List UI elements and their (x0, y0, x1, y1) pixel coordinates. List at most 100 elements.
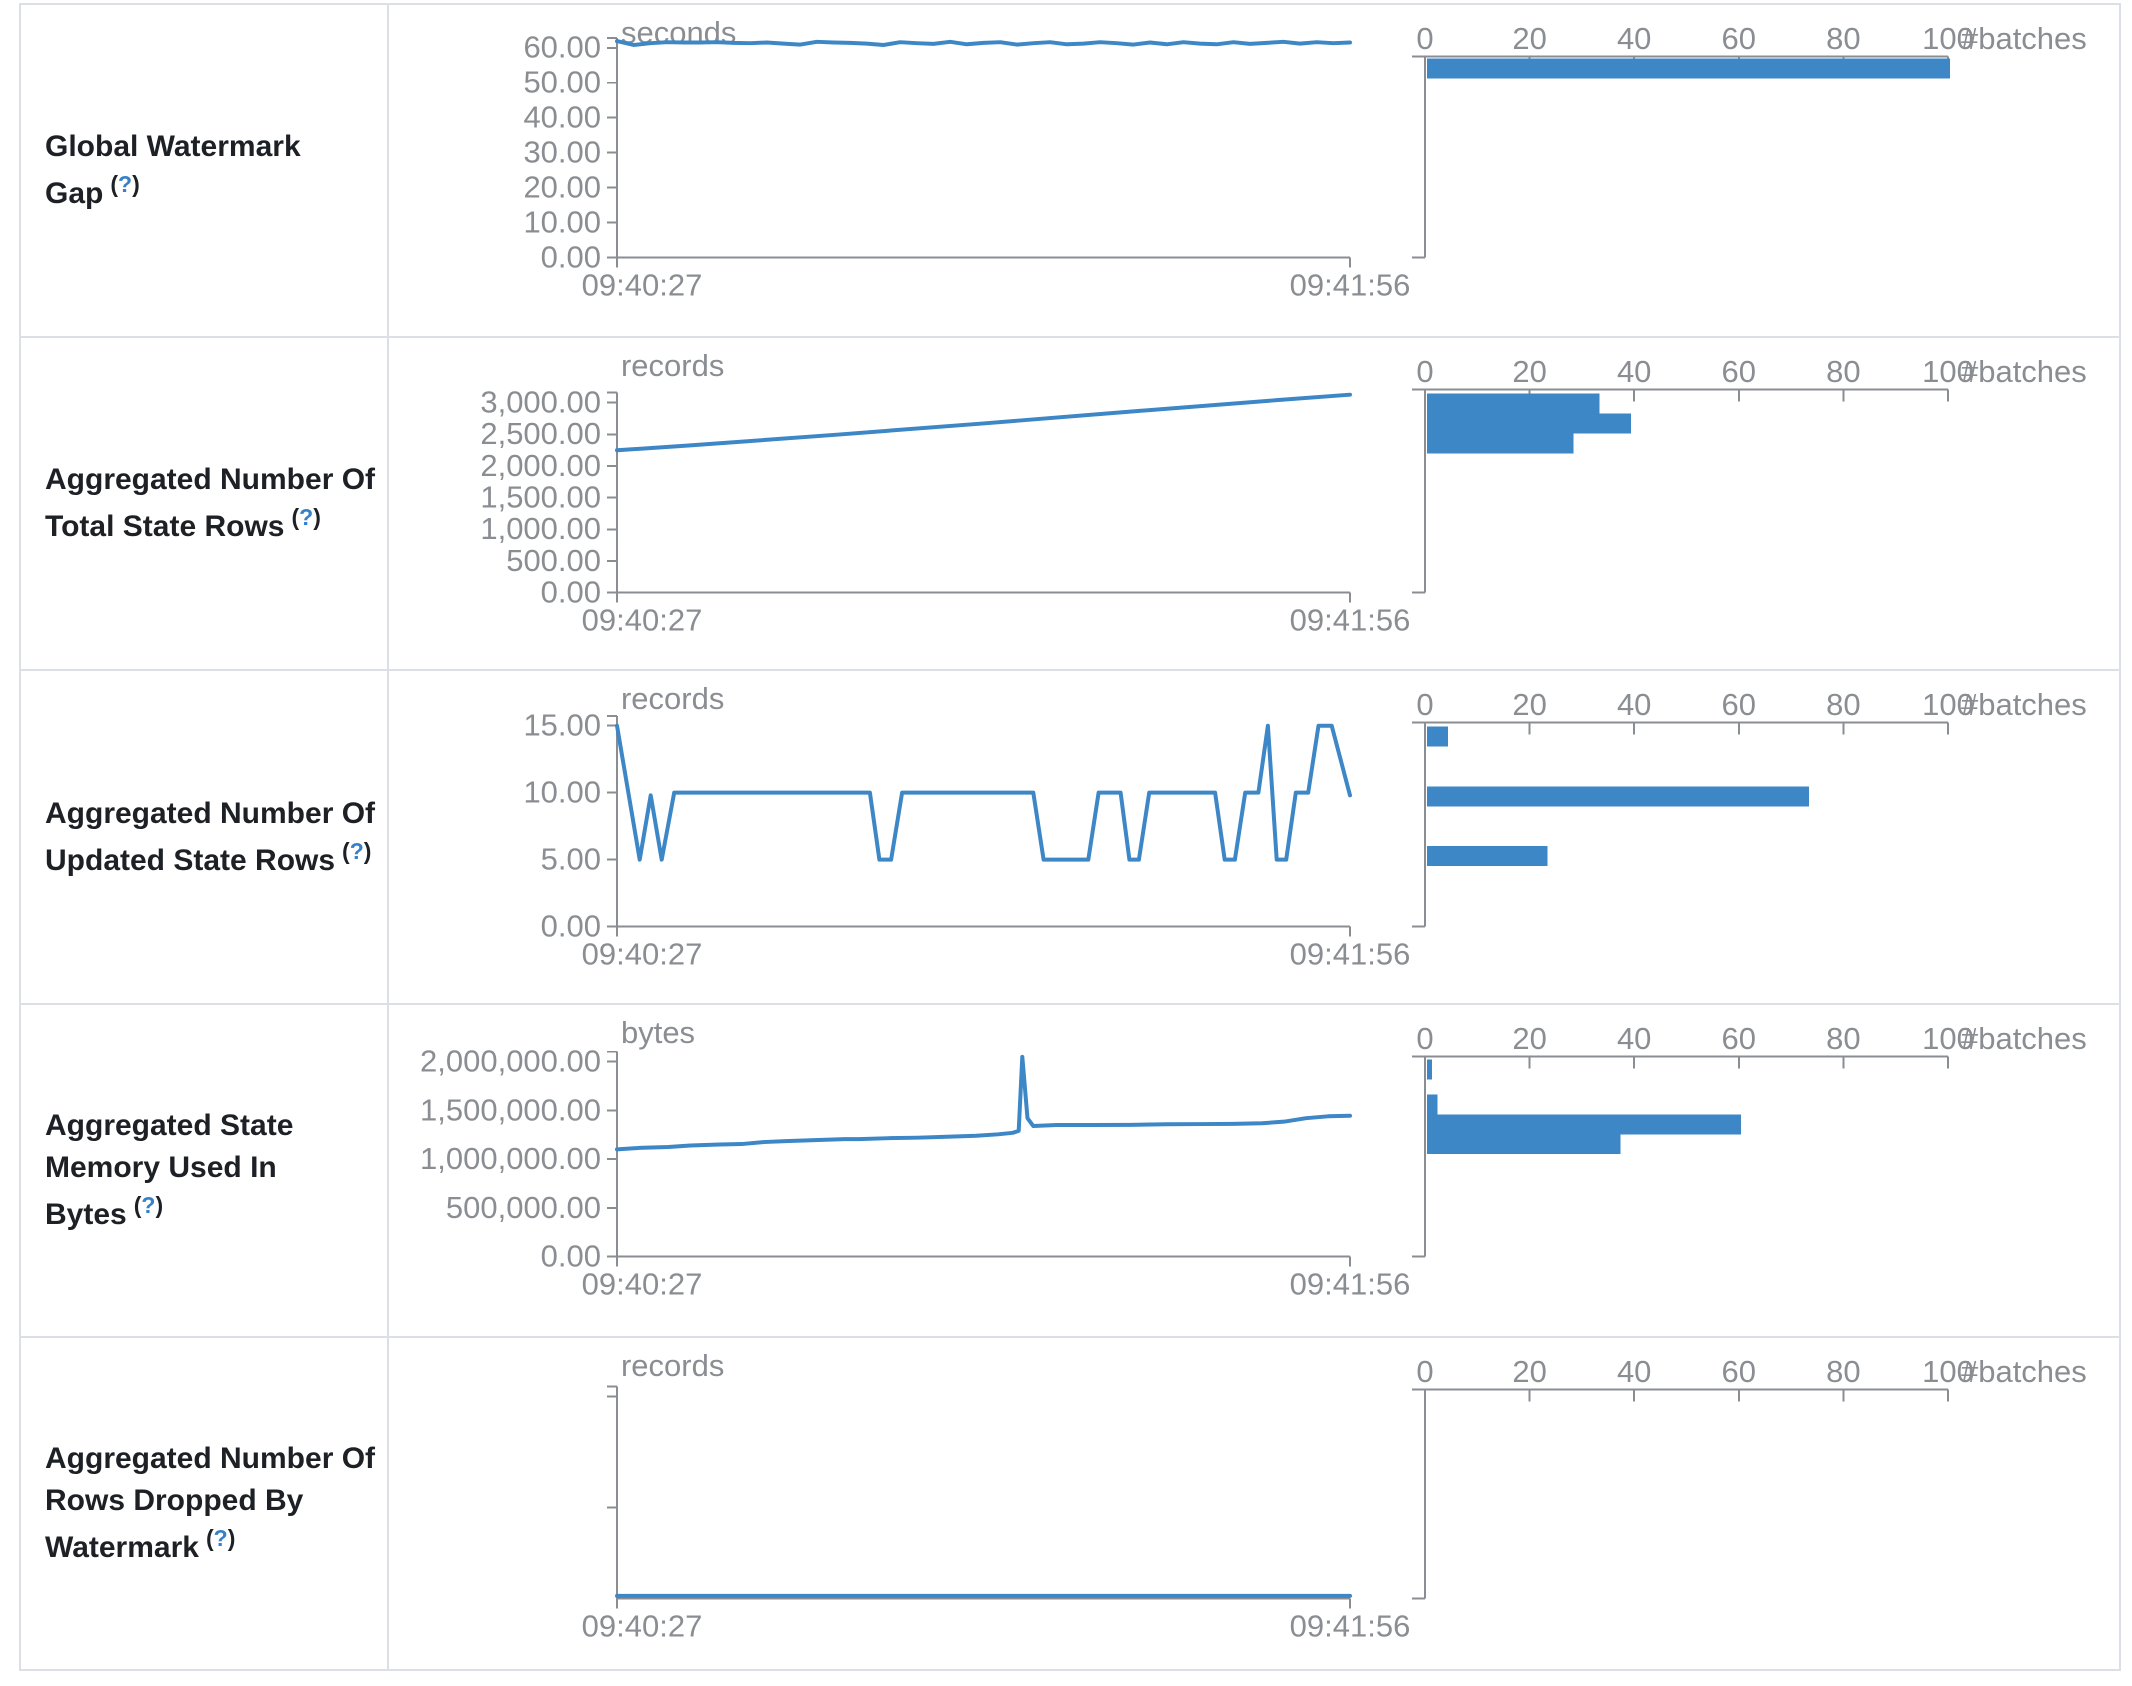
svg-text:0.00: 0.00 (541, 909, 601, 944)
svg-text:500.00: 500.00 (506, 543, 601, 578)
svg-text:100: 100 (1922, 354, 1974, 389)
svg-text:40: 40 (1617, 1354, 1651, 1389)
svg-text:80: 80 (1826, 354, 1860, 389)
svg-text:60: 60 (1722, 687, 1756, 722)
svg-text:60: 60 (1722, 21, 1756, 56)
svg-text:40: 40 (1617, 354, 1651, 389)
help-link[interactable]: (?) (291, 504, 321, 531)
svg-text:10.00: 10.00 (523, 775, 601, 810)
metric-label-cell: Global Watermark Gap (?) (21, 5, 389, 337)
svg-text:1,000,000.00: 1,000,000.00 (420, 1141, 601, 1176)
metric-label: Aggregated Number Of Rows Dropped By Wat… (45, 1441, 376, 1564)
svg-text:09:40:27: 09:40:27 (582, 1608, 703, 1643)
svg-text:09:40:27: 09:40:27 (582, 937, 703, 972)
svg-text:0: 0 (1416, 1020, 1433, 1055)
svg-text:3,000.00: 3,000.00 (480, 385, 601, 420)
svg-text:09:40:27: 09:40:27 (582, 603, 703, 638)
svg-text:0.00: 0.00 (541, 575, 601, 610)
svg-text:09:40:27: 09:40:27 (582, 1266, 703, 1301)
metric-row: Aggregated State Memory Used In Bytes (?)… (21, 1004, 2119, 1338)
metric-label-cell: Aggregated Number Of Rows Dropped By Wat… (21, 1337, 389, 1670)
svg-text:100: 100 (1922, 1020, 1974, 1055)
help-link[interactable]: (?) (205, 1524, 236, 1551)
svg-text:60.00: 60.00 (523, 30, 601, 65)
svg-text:09:41:56: 09:41:56 (1290, 603, 1411, 638)
svg-text:20: 20 (1512, 1354, 1546, 1389)
svg-text:0: 0 (1416, 687, 1433, 722)
svg-text:60: 60 (1722, 354, 1756, 389)
svg-text:1,000.00: 1,000.00 (480, 512, 601, 547)
svg-text:10.00: 10.00 (523, 205, 601, 240)
svg-text:15.00: 15.00 (523, 708, 601, 743)
svg-text:09:41:56: 09:41:56 (1290, 1266, 1411, 1301)
svg-text:80: 80 (1826, 21, 1860, 56)
svg-text:50.00: 50.00 (523, 65, 601, 100)
metric-label: Aggregated Number Of Updated State Rows(… (45, 796, 376, 877)
svg-text:09:41:56: 09:41:56 (1290, 1608, 1411, 1643)
svg-text:20: 20 (1512, 354, 1546, 389)
svg-text:1,500,000.00: 1,500,000.00 (420, 1092, 601, 1127)
svg-text:09:40:27: 09:40:27 (582, 268, 703, 303)
metric-row: Aggregated Number Of Updated State Rows(… (21, 671, 2119, 1005)
svg-text:20: 20 (1512, 21, 1546, 56)
timeline-and-histogram-chart: 0.00 5.00 10.00 15.00 09:40:27 09:41:56 record… (523, 681, 2086, 972)
metric-row: Aggregated Number Of Rows Dropped By Wat… (21, 1337, 2119, 1670)
svg-text:40.00: 40.00 (523, 100, 601, 135)
svg-text:1,500.00: 1,500.00 (480, 480, 601, 515)
svg-text:0.00: 0.00 (541, 240, 601, 275)
svg-text:100: 100 (1922, 687, 1974, 722)
svg-text:60: 60 (1722, 1354, 1756, 1389)
timeline-and-histogram-chart: 0.00 500,000.00 1,000,000.00 1,500,000.00 2,… (420, 1014, 2087, 1301)
timeline-and-histogram-chart: 0.00500.001,000.001,500.002,000.002,500.… (480, 348, 2087, 638)
metric-row: Aggregated Number Of Total State Rows (?)… (21, 338, 2119, 672)
svg-text:2,000.00: 2,000.00 (480, 448, 601, 483)
svg-text:20.00: 20.00 (523, 170, 601, 205)
svg-text:80: 80 (1826, 687, 1860, 722)
help-link[interactable]: (?) (342, 837, 372, 864)
svg-text:40: 40 (1617, 21, 1651, 56)
charts-cell: 0.00 500,000.00 1,000,000.00 1,500,000.00 2,… (389, 1005, 2119, 1336)
svg-text:5.00: 5.00 (541, 842, 601, 877)
charts-cell: 09:40:27 09:41:56 records 0 20 40 60 80 100 #batc… (389, 1338, 2119, 1669)
svg-text:20: 20 (1512, 1020, 1546, 1055)
svg-text:30.00: 30.00 (523, 135, 601, 170)
metric-label-cell: Aggregated Number Of Updated State Rows(… (21, 671, 389, 1003)
svg-text:2,500.00: 2,500.00 (480, 417, 601, 452)
svg-text:40: 40 (1617, 1020, 1651, 1055)
svg-text:#batches: #batches (1961, 354, 2087, 389)
svg-text:0: 0 (1416, 1354, 1433, 1389)
metric-row: Global Watermark Gap (?) 0.00 10.00 20.00 30… (21, 5, 2119, 339)
svg-text:0: 0 (1416, 354, 1433, 389)
svg-text:100: 100 (1922, 21, 1974, 56)
svg-text:records: records (621, 1348, 724, 1383)
svg-text:09:41:56: 09:41:56 (1290, 268, 1411, 303)
metric-label-cell: Aggregated State Memory Used In Bytes (?) (21, 1004, 389, 1336)
svg-text:records: records (621, 681, 724, 716)
charts-cell: 0.00 10.00 20.00 30.00 40.00 50.00 60.00 09:40:… (389, 5, 2119, 336)
charts-cell: 0.00 500.00 1,000.00 1,500.00 2,000.00 2,500.… (389, 338, 2119, 669)
svg-text:40: 40 (1617, 687, 1651, 722)
svg-text:bytes: bytes (621, 1014, 695, 1049)
charts-cell: 0.00 5.00 10.00 15.00 09:40:27 09:41:56 record… (389, 671, 2119, 1002)
metric-label: Global Watermark Gap (?) (45, 130, 301, 211)
svg-text:60: 60 (1722, 1020, 1756, 1055)
metric-label-cell: Aggregated Number Of Total State Rows (?) (21, 338, 389, 670)
streaming-statistics-table: Global Watermark Gap (?) 0.00 10.00 20.00 30… (19, 3, 2121, 1671)
help-link[interactable]: (?) (110, 171, 140, 198)
svg-text:#batches: #batches (1961, 1020, 2087, 1055)
svg-text:20: 20 (1512, 687, 1546, 722)
svg-text:#batches: #batches (1961, 21, 2087, 56)
timeline-and-histogram-chart: 09:40:27 09:41:56 records 0 20 40 60 80 100#batc… (582, 1348, 2087, 1643)
svg-text:0: 0 (1416, 21, 1433, 56)
metric-label: Aggregated Number Of Total State Rows (?) (45, 463, 376, 544)
svg-text:#batches: #batches (1961, 1354, 2087, 1389)
metric-label: Aggregated State Memory Used In Bytes (?) (45, 1108, 294, 1231)
svg-text:2,000,000.00: 2,000,000.00 (420, 1043, 601, 1078)
svg-text:100: 100 (1922, 1354, 1974, 1389)
help-link[interactable]: (?) (133, 1191, 164, 1218)
svg-text:09:41:56: 09:41:56 (1290, 937, 1411, 972)
svg-text:80: 80 (1826, 1020, 1860, 1055)
svg-text:80: 80 (1826, 1354, 1860, 1389)
svg-text:0.00: 0.00 (541, 1238, 601, 1273)
